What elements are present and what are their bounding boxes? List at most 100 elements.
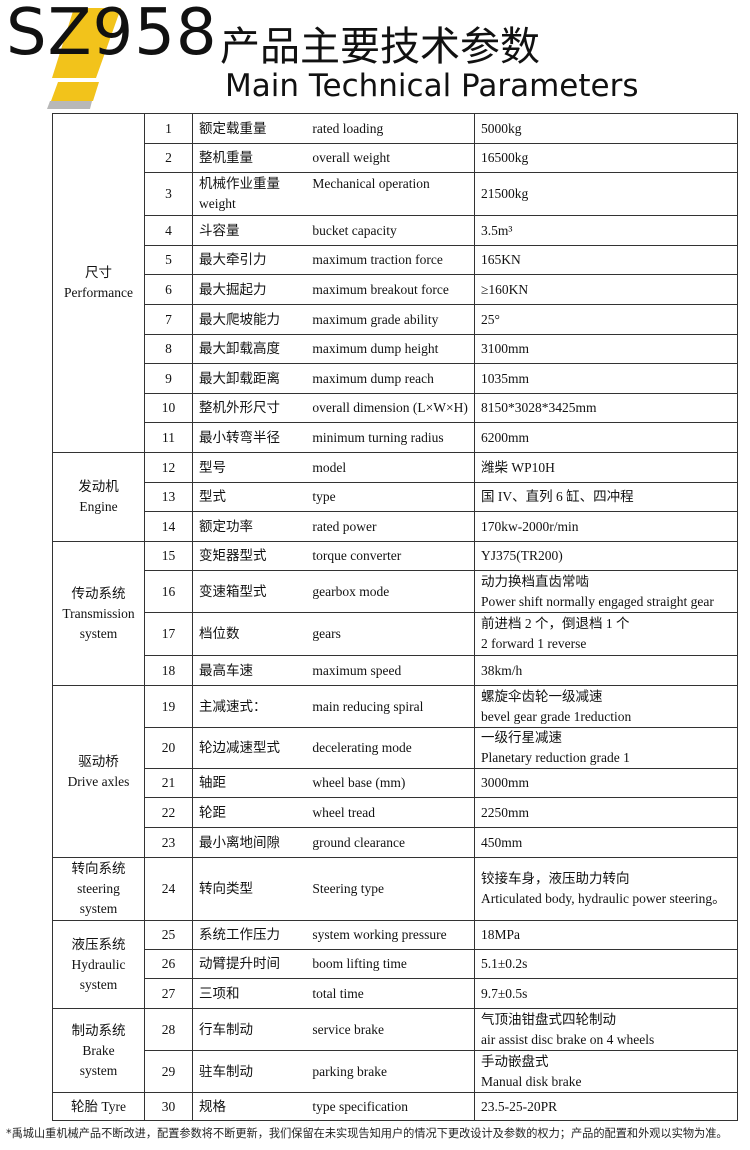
row-number: 26: [144, 949, 193, 979]
table-row: 3 机械作业重量 Mechanical operation weight 21500…: [53, 172, 738, 216]
parameter-name-cn: 主减速式：: [199, 698, 267, 714]
parameter-name: 机械作业重量 Mechanical operation weight: [192, 172, 475, 216]
parameter-name: 轴距 wheel base (mm): [192, 768, 475, 798]
table-row: 14 额定功率 rated power 170kw-2000r/min: [53, 511, 738, 542]
row-number: 7: [144, 304, 193, 335]
row-number: 25: [144, 920, 193, 950]
parameter-name: 最小转弯半径 minimum turning radius: [192, 422, 475, 453]
parameter-name-cn: 机械作业重量: [199, 176, 280, 191]
parameter-value: 21500kg: [474, 172, 738, 216]
logo: SZ958: [0, 0, 220, 112]
parameter-value: 170kw-2000r/min: [474, 511, 738, 542]
parameter-name: 驻车制动 parking brake: [192, 1050, 475, 1093]
table-row: 发动机 Engine 12 型号 model 潍柴 WP10H: [52, 452, 738, 542]
parameter-name-en: maximum speed: [312, 662, 402, 678]
parameter-name-en: overall dimension (L×W×H): [312, 400, 468, 415]
table-row: 16 变速箱型式 gearbox mode 动力换档直齿常啮 Power shift…: [53, 570, 738, 613]
row-number: 1: [144, 113, 193, 144]
parameter-name: 三项和 total time: [192, 978, 475, 1009]
table-row: 2 整机重量 overall weight 16500kg: [53, 143, 738, 173]
parameter-name: 最大爬坡能力 maximum grade ability: [192, 304, 475, 335]
parameter-name: 主减速式： main reducing spiral: [192, 685, 475, 728]
row-number: 9: [144, 363, 193, 394]
row-number: 28: [144, 1008, 193, 1051]
parameter-value: 一级行星减速 Planetary reduction grade 1: [474, 727, 738, 769]
parameter-name-en: maximum grade ability: [312, 311, 439, 327]
table-row: 9 最大卸载距离 maximum dump reach 1035mm: [53, 363, 738, 394]
parameter-name-en: service brake: [312, 1021, 384, 1037]
parameter-name-en: wheel base (mm): [312, 775, 406, 790]
row-number: 3: [144, 172, 193, 216]
logo-stripe-graphic: [47, 8, 121, 109]
parameter-value: 5000kg: [474, 113, 738, 144]
row-number: 18: [144, 655, 193, 686]
table-row: 转向系统 steering system 24 转向类型 Steering type…: [52, 857, 738, 921]
row-number: 13: [144, 482, 193, 512]
parameter-name-cn: 最小离地间隙: [199, 834, 280, 850]
group-label: 液压系统 Hydraulic system: [52, 920, 145, 1009]
parameter-name-en: model: [312, 459, 347, 475]
parameter-value: 潍柴 WP10H: [474, 452, 738, 483]
table-row: 27 三项和 total time 9.7±0.5s: [53, 978, 738, 1009]
parameter-name-cn: 最大牵引力: [199, 252, 267, 267]
group-label: 制动系统 Brake system: [52, 1008, 145, 1093]
parameter-name-en: type: [312, 489, 336, 504]
parameter-name-en: type specification: [312, 1098, 408, 1114]
parameter-name-cn: 轮边减速型式: [199, 740, 280, 755]
row-number: 22: [144, 797, 193, 828]
table-row: 29 驻车制动 parking brake 手动嵌盘式 Manual disk br…: [53, 1050, 738, 1093]
parameter-name-cn: 最大卸载距离: [199, 370, 280, 386]
group-label: 轮胎 Tyre: [52, 1092, 145, 1121]
table-row: 23 最小离地间隙 ground clearance 450mm: [53, 827, 738, 858]
row-number: 21: [144, 768, 193, 798]
group-label: 转向系统 steering system: [52, 857, 145, 921]
table-row: 11 最小转弯半径 minimum turning radius 6200mm: [53, 422, 738, 453]
table-row: 10 整机外形尺寸 overall dimension (L×W×H) 8150*3…: [53, 393, 738, 423]
row-number: 24: [144, 857, 193, 921]
parameter-name-cn: 最小转弯半径: [199, 429, 280, 445]
parameter-name: 动臂提升时间 boom lifting time: [192, 949, 475, 979]
parameter-name-en: main reducing spiral: [312, 698, 424, 714]
table-row: 制动系统 Brake system 28 行车制动 service brake 气顶油…: [52, 1008, 738, 1093]
parameter-name-cn: 转向类型: [199, 881, 253, 896]
parameter-value: 6200mm: [474, 422, 738, 453]
table-row: 4 斗容量 bucket capacity 3.5m³: [53, 215, 738, 246]
parameter-name: 整机外形尺寸 overall dimension (L×W×H): [192, 393, 475, 423]
parameter-value: 38km/h: [474, 655, 738, 686]
page-title-cn: 产品主要技术参数: [220, 24, 540, 70]
table-row: 液压系统 Hydraulic system 25 系统工作压力 system wor…: [52, 920, 738, 1009]
group-label: 驱动桥 Drive axles: [52, 685, 145, 858]
parameter-name-cn: 规格: [199, 1098, 226, 1114]
model-name: SZ958: [6, 0, 218, 70]
parameter-name: 型式 type: [192, 482, 475, 512]
parameter-name: 最大卸载高度 maximum dump height: [192, 334, 475, 364]
parameter-name-en: rated power: [312, 518, 377, 534]
parameter-name: 行车制动 service brake: [192, 1008, 475, 1051]
parameter-name: 最小离地间隙 ground clearance: [192, 827, 475, 858]
table-row: 8 最大卸载高度 maximum dump height 3100mm: [53, 334, 738, 364]
parameter-name-en: gears: [312, 626, 341, 641]
row-number: 5: [144, 245, 193, 275]
parameter-value: 18MPa: [474, 920, 738, 950]
parameter-name-en: system working pressure: [312, 927, 447, 942]
parameter-name: 整机重量 overall weight: [192, 143, 475, 173]
page-title-en: Main Technical Parameters: [225, 68, 639, 104]
parameter-name: 斗容量 bucket capacity: [192, 215, 475, 246]
parameter-name-cn: 斗容量: [199, 222, 240, 238]
table-row: 尺寸 Performance 1 额定载重量 rated loading 5000kg: [52, 113, 738, 453]
row-number: 16: [144, 570, 193, 613]
parameter-name-en: total time: [312, 985, 364, 1001]
parameter-value: 16500kg: [474, 143, 738, 173]
parameter-name-cn: 轮距: [199, 804, 226, 820]
parameter-value: 3.5m³: [474, 215, 738, 246]
parameter-name-cn: 最大卸载高度: [199, 341, 280, 356]
parameter-name-cn: 轴距: [199, 775, 226, 790]
row-number: 12: [144, 452, 193, 483]
parameter-name-cn: 最大掘起力: [199, 281, 267, 297]
parameters-table: 尺寸 Performance 1 额定载重量 rated loading 5000kg…: [52, 113, 738, 1121]
table-row: 6 最大掘起力 maximum breakout force ≥160KN: [53, 274, 738, 305]
parameter-name-cn: 整机重量: [199, 150, 253, 165]
parameter-name-cn: 额定载重量: [199, 120, 267, 136]
parameter-value: 450mm: [474, 827, 738, 858]
row-number: 29: [144, 1050, 193, 1093]
